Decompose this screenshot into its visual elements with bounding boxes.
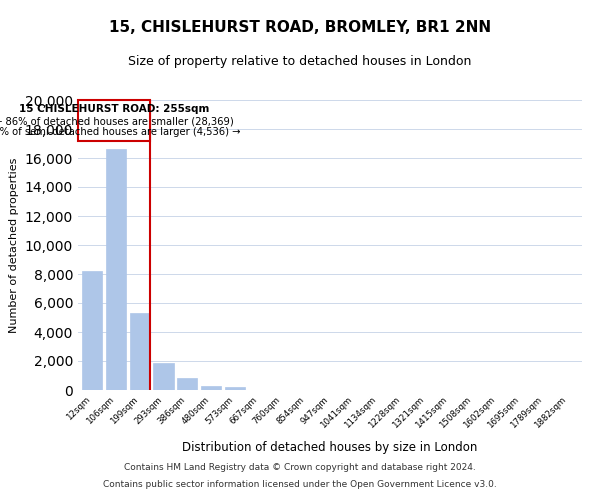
Bar [130, 313, 150, 390]
Bar [106, 150, 126, 390]
Bar [154, 363, 173, 390]
Bar [177, 378, 197, 390]
Bar [201, 386, 221, 390]
Text: 15 CHISLEHURST ROAD: 255sqm: 15 CHISLEHURST ROAD: 255sqm [19, 104, 209, 114]
Text: 15, CHISLEHURST ROAD, BROMLEY, BR1 2NN: 15, CHISLEHURST ROAD, BROMLEY, BR1 2NN [109, 20, 491, 35]
FancyBboxPatch shape [78, 100, 150, 140]
Y-axis label: Number of detached properties: Number of detached properties [9, 158, 19, 332]
Bar [225, 386, 245, 390]
Text: Size of property relative to detached houses in London: Size of property relative to detached ho… [128, 55, 472, 68]
X-axis label: Distribution of detached houses by size in London: Distribution of detached houses by size … [182, 441, 478, 454]
Bar [82, 271, 103, 390]
Text: ← 86% of detached houses are smaller (28,369): ← 86% of detached houses are smaller (28… [0, 116, 234, 126]
Text: Contains public sector information licensed under the Open Government Licence v3: Contains public sector information licen… [103, 480, 497, 489]
Text: 14% of semi-detached houses are larger (4,536) →: 14% of semi-detached houses are larger (… [0, 127, 241, 137]
Text: Contains HM Land Registry data © Crown copyright and database right 2024.: Contains HM Land Registry data © Crown c… [124, 464, 476, 472]
